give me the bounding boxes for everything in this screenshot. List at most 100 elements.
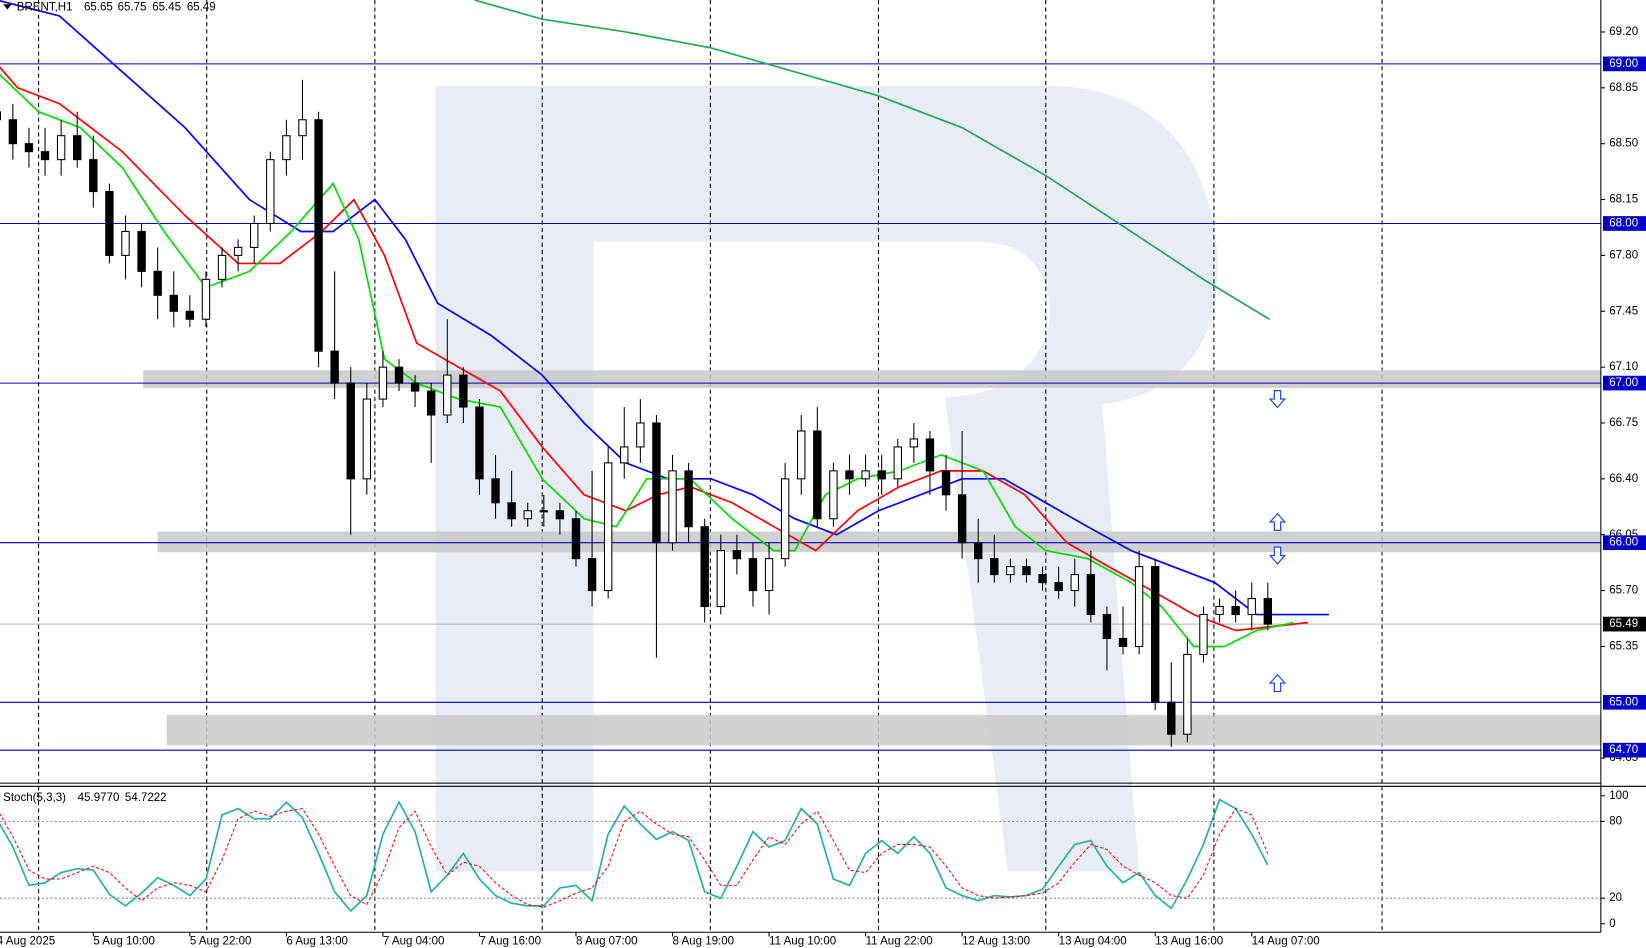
candle-body: [201, 278, 211, 320]
candle-body: [1247, 598, 1256, 616]
candle-body: [1118, 637, 1128, 647]
x-tick-label: 7 Aug 04:00: [383, 936, 445, 948]
candle-body: [523, 510, 532, 520]
y-tick-label: 68.50: [1609, 138, 1638, 150]
candle-body: [780, 478, 790, 560]
candle-body: [459, 374, 468, 408]
series-line: [0, 807, 1269, 908]
candle-body: [250, 222, 259, 248]
candle-body: [539, 510, 549, 513]
candle-body: [426, 390, 436, 416]
candle-body: [378, 366, 388, 400]
series-line: [0, 66, 1309, 632]
current-price-label: 65.49: [1609, 618, 1638, 630]
stoch-readout: 54.7222: [125, 792, 167, 804]
candle-body: [1150, 566, 1160, 703]
candle-body: [1054, 582, 1063, 592]
symbol-title: BRENT,H1: [17, 1, 73, 13]
candle-body: [330, 350, 339, 384]
candle-body: [636, 422, 645, 448]
x-tick-label: 11 Aug 22:00: [866, 936, 933, 948]
x-tick-label: 5 Aug 10:00: [93, 936, 155, 948]
x-tick-label: 7 Aug 16:00: [479, 936, 541, 948]
support-zone: [157, 531, 1601, 553]
stoch-title: Stoch(5,3,3): [3, 792, 66, 804]
level-label-box: [1602, 375, 1646, 391]
candle-body: [748, 558, 758, 592]
y-tick-label: 66.75: [1609, 417, 1638, 429]
candle-body: [620, 446, 629, 464]
level-label-box: [1602, 694, 1646, 710]
watermark-logo: [435, 86, 1218, 872]
x-tick-label: 5 Aug 22:00: [190, 936, 252, 948]
series-line: [474, 0, 1270, 320]
candle-body: [1102, 613, 1112, 639]
candle-body: [925, 438, 935, 472]
candle-body: [507, 502, 516, 520]
candle-body: [1263, 598, 1273, 625]
x-tick-label: 12 Aug 13:00: [962, 936, 1030, 948]
y-tick-label: 100: [1609, 790, 1628, 802]
level-label: 64.70: [1609, 744, 1638, 756]
candle-body: [137, 230, 146, 272]
candle-body: [266, 159, 275, 225]
candle-body: [394, 366, 404, 384]
signal-arrow: [1268, 512, 1287, 531]
current-price-box: [1602, 616, 1646, 632]
candle-body: [233, 246, 243, 256]
candle-body: [1038, 574, 1047, 584]
candle-body: [893, 446, 902, 480]
x-tick-label: 14 Aug 07:00: [1252, 936, 1320, 948]
candle-body: [700, 526, 709, 608]
candle-body: [282, 135, 291, 161]
x-tick-label: 13 Aug 16:00: [1155, 936, 1223, 948]
level-label: 67.00: [1609, 377, 1638, 389]
candle-body: [861, 470, 870, 480]
candle-body: [40, 151, 50, 161]
y-tick-label: 67.80: [1609, 249, 1638, 261]
signal-arrow: [1268, 390, 1287, 409]
y-tick-label: 69.20: [1609, 26, 1638, 38]
candle-body: [829, 470, 838, 520]
candle-body: [169, 294, 178, 312]
candle-body: [764, 558, 774, 592]
candle-body: [24, 143, 34, 153]
level-label-box: [1602, 56, 1646, 72]
candle-body: [491, 478, 500, 504]
y-tick-label: 66.40: [1609, 473, 1638, 485]
level-label: 65.00: [1609, 696, 1638, 708]
signal-arrow: [1268, 546, 1287, 565]
candle-body: [362, 398, 372, 480]
ohlc-close: 65.49: [187, 1, 216, 13]
level-label-box: [1602, 216, 1646, 231]
series-line: [0, 73, 1294, 648]
candle-body: [716, 550, 725, 608]
ohlc-low: 65.45: [152, 1, 181, 13]
x-tick-label: 8 Aug 07:00: [576, 936, 638, 948]
candle-body: [73, 135, 82, 161]
candle-body: [555, 510, 565, 520]
y-tick-label: 67.10: [1609, 361, 1638, 373]
candle-body: [153, 270, 162, 296]
support-zone: [166, 715, 1601, 746]
candle-body: [813, 430, 822, 520]
stoch-readout: 45.9770: [78, 792, 120, 804]
candle-body: [1022, 566, 1031, 576]
candle-body: [298, 119, 307, 137]
candle-body: [990, 558, 999, 576]
candle-body: [603, 462, 613, 592]
candle-body: [845, 470, 854, 480]
candle-body: [1086, 574, 1096, 616]
support-zone: [143, 370, 1601, 388]
candle-body: [121, 230, 130, 256]
candle-body: [56, 135, 66, 161]
candle-body: [877, 470, 886, 480]
candle-body: [105, 191, 114, 256]
candle-body: [797, 430, 806, 480]
candle-body: [909, 438, 919, 448]
candle-body: [410, 382, 420, 392]
candle-body: [957, 494, 967, 544]
candle-body: [1215, 606, 1224, 616]
x-tick-label: 6 Aug 13:00: [286, 936, 348, 948]
